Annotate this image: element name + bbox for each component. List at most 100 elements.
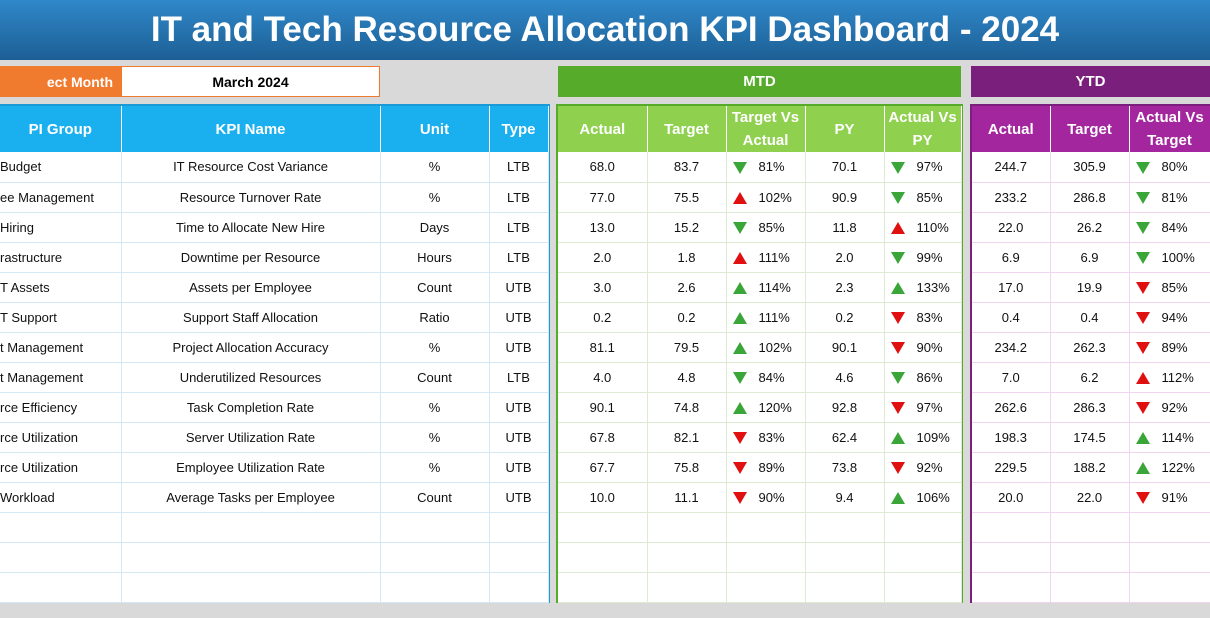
mtd-target-cell: 0.2 xyxy=(647,302,727,333)
kpi-group-cell: ee Management xyxy=(0,182,122,213)
mtd-py-cell: 70.1 xyxy=(805,152,885,183)
mtd-target-vs-actual-cell-value: 81% xyxy=(758,159,785,175)
type-cell: LTB xyxy=(489,362,549,393)
ytd-actual-cell: 233.2 xyxy=(972,182,1051,213)
mtd-target-vs-actual-cell-value: 102% xyxy=(758,339,792,355)
kpi-group-cell: rce Utilization xyxy=(0,452,122,483)
empty-cell xyxy=(805,542,885,573)
mtd-actual-vs-py-cell-value: 99% xyxy=(916,249,943,265)
mtd-actual-vs-py-cell: 110% xyxy=(884,212,962,243)
mtd-target-cell: 75.8 xyxy=(647,452,727,483)
down-arrow-icon xyxy=(732,432,747,445)
mtd-target-vs-actual-cell-value: 102% xyxy=(758,189,792,205)
table-row: t Management Underutilized Resources Count… xyxy=(0,362,549,393)
mtd-py-cell: 92.8 xyxy=(805,392,885,423)
down-arrow-icon xyxy=(732,462,747,475)
table-row: 244.7 305.9 80% xyxy=(972,152,1210,183)
table-row: 0.2 0.2 111% 0.2 83% xyxy=(558,302,962,333)
up-arrow-icon xyxy=(732,342,747,355)
empty-cell xyxy=(647,542,727,573)
up-arrow-icon xyxy=(732,192,747,205)
up-arrow-icon xyxy=(890,282,905,295)
ytd-target-cell: 0.4 xyxy=(1050,302,1130,333)
month-selector[interactable]: March 2024 xyxy=(121,66,380,97)
ytd-actual-vs-target-cell: 80% xyxy=(1129,152,1210,183)
ytd-header-1: Target xyxy=(1050,106,1130,152)
empty-cell xyxy=(489,572,549,603)
mtd-py-cell: 90.9 xyxy=(805,182,885,213)
mtd-actual-vs-py-cell: 133% xyxy=(884,272,962,303)
empty-cell xyxy=(1129,572,1210,603)
mtd-target-vs-actual-cell: 84% xyxy=(726,362,806,393)
empty-cell xyxy=(726,512,806,543)
mtd-target-cell: 11.1 xyxy=(647,482,727,513)
ytd-target-cell: 286.3 xyxy=(1050,392,1130,423)
mtd-target-vs-actual-cell: 114% xyxy=(726,272,806,303)
empty-cell xyxy=(121,572,381,603)
ytd-target-cell: 262.3 xyxy=(1050,332,1130,363)
ytd-target-cell: 6.9 xyxy=(1050,242,1130,273)
table-row: T Support Support Staff Allocation Ratio UT… xyxy=(0,302,549,333)
down-arrow-icon xyxy=(1135,402,1150,415)
table-row: 4.0 4.8 84% 4.6 86% xyxy=(558,362,962,393)
empty-cell xyxy=(0,512,122,543)
table-row: 20.0 22.0 91% xyxy=(972,482,1210,513)
type-cell: UTB xyxy=(489,452,549,483)
mtd-actual-cell: 81.1 xyxy=(558,332,648,363)
table-row: 67.7 75.8 89% 73.8 92% xyxy=(558,452,962,483)
mtd-target-cell: 15.2 xyxy=(647,212,727,243)
down-arrow-icon xyxy=(732,492,747,505)
mtd-py-cell: 2.0 xyxy=(805,242,885,273)
down-arrow-icon xyxy=(1135,492,1150,505)
ytd-band: YTD xyxy=(971,66,1210,97)
table-row: 229.5 188.2 122% xyxy=(972,452,1210,483)
unit-cell: % xyxy=(380,422,490,453)
ytd-actual-vs-target-cell: 112% xyxy=(1129,362,1210,393)
mtd-actual-vs-py-cell: 97% xyxy=(884,392,962,423)
mtd-actual-vs-py-cell: 92% xyxy=(884,452,962,483)
ytd-target-cell: 286.8 xyxy=(1050,182,1130,213)
unit-cell: Hours xyxy=(380,242,490,273)
mtd-target-cell: 82.1 xyxy=(647,422,727,453)
down-arrow-icon xyxy=(1135,222,1150,235)
mtd-py-cell: 62.4 xyxy=(805,422,885,453)
ytd-target-cell: 26.2 xyxy=(1050,212,1130,243)
empty-cell xyxy=(0,572,122,603)
kpi-name-cell: Downtime per Resource xyxy=(121,242,381,273)
table-row: 22.0 26.2 84% xyxy=(972,212,1210,243)
ytd-actual-cell: 7.0 xyxy=(972,362,1051,393)
kpi-name-cell: Underutilized Resources xyxy=(121,362,381,393)
down-arrow-icon xyxy=(890,402,905,415)
table-row: ee Management Resource Turnover Rate% LTB xyxy=(0,182,549,213)
kpi-header-2: Unit xyxy=(380,106,490,152)
dashboard-title: IT and Tech Resource Allocation KPI Dash… xyxy=(0,0,1210,60)
unit-cell: % xyxy=(380,152,490,183)
ytd-actual-vs-target-cell: 100% xyxy=(1129,242,1210,273)
mtd-target-vs-actual-cell-value: 90% xyxy=(758,489,785,505)
table-row: 234.2 262.3 89% xyxy=(972,332,1210,363)
mtd-actual-vs-py-cell-value: 90% xyxy=(916,339,943,355)
mtd-actual-cell: 77.0 xyxy=(558,182,648,213)
mtd-target-vs-actual-cell-value: 83% xyxy=(758,429,785,445)
kpi-group-cell: t Management xyxy=(0,332,122,363)
empty-cell xyxy=(1129,512,1210,543)
empty-cell xyxy=(1050,542,1130,573)
kpi-group-cell: rastructure xyxy=(0,242,122,273)
empty-cell xyxy=(558,512,648,543)
ytd-actual-cell: 262.6 xyxy=(972,392,1051,423)
mtd-actual-vs-py-cell: 106% xyxy=(884,482,962,513)
empty-cell xyxy=(972,512,1051,543)
up-arrow-icon xyxy=(732,252,747,265)
empty-cell xyxy=(972,572,1051,603)
empty-cell xyxy=(972,542,1051,573)
table-row: 13.0 15.2 85% 11.8 110% xyxy=(558,212,962,243)
mtd-actual-cell: 2.0 xyxy=(558,242,648,273)
mtd-actual-cell: 67.7 xyxy=(558,452,648,483)
table-row: 262.6 286.3 92% xyxy=(972,392,1210,423)
ytd-actual-vs-target-cell-value: 114% xyxy=(1161,429,1194,445)
empty-cell xyxy=(647,572,727,603)
ytd-actual-vs-target-cell: 114% xyxy=(1129,422,1210,453)
ytd-target-cell: 305.9 xyxy=(1050,152,1130,183)
ytd-actual-vs-target-cell-value: 94% xyxy=(1161,309,1188,325)
table-row: 3.0 2.6 114% 2.3 133% xyxy=(558,272,962,303)
